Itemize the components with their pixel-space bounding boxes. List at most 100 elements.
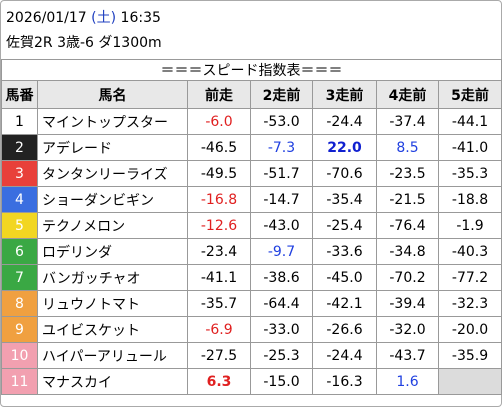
score: -35.9 [437, 342, 502, 369]
score: -6.0 [187, 108, 251, 135]
score: 6.3 [187, 368, 251, 395]
score: -38.6 [250, 264, 313, 291]
score: -23.4 [187, 238, 251, 265]
score: -76.4 [376, 212, 439, 239]
score: -43.7 [376, 342, 439, 369]
score: -49.5 [187, 160, 251, 187]
column-header: 馬名 [37, 80, 188, 109]
score: -33.6 [312, 238, 377, 265]
horse-name: テクノメロン [37, 212, 188, 239]
score: -39.4 [376, 290, 439, 317]
score: -14.7 [250, 186, 313, 213]
score: -35.7 [187, 290, 251, 317]
horse-number: 9 [1, 316, 38, 343]
score: -42.1 [312, 290, 377, 317]
horse-row: 1 マイントップスター -6.0 -53.0 -24.4 -37.4 -44.1 [1, 108, 502, 135]
score: -21.5 [376, 186, 439, 213]
horse-row: 10 ハイパーアリュール -27.5 -25.3 -24.4 -43.7 -35.9 [1, 342, 502, 369]
score: -41.1 [187, 264, 251, 291]
horse-number: 2 [1, 134, 38, 161]
horse-row: 9 ユイビスケット -6.9 -33.0 -26.6 -32.0 -20.0 [1, 316, 502, 343]
horse-row: 2 アデレード -46.5 -7.3 22.0 8.5 -41.0 [1, 134, 502, 161]
score: -77.2 [437, 264, 502, 291]
score: 22.0 [312, 134, 377, 161]
horse-row: 4 ショーダンビギン -16.8 -14.7 -35.4 -21.5 -18.8 [1, 186, 502, 213]
header-row: 馬番 馬名 前走 2走前 3走前 4走前 5走前 [1, 80, 502, 109]
weekday: (土) [91, 10, 117, 26]
score: -37.4 [376, 108, 439, 135]
score: -25.3 [250, 342, 313, 369]
column-header: 馬番 [1, 80, 38, 109]
score: -64.4 [250, 290, 313, 317]
horse-number: 10 [1, 342, 38, 369]
score: -32.0 [376, 316, 439, 343]
race-info: 佐賀2R 3歳-6 ダ1300m [6, 35, 162, 51]
score: -16.3 [312, 368, 377, 395]
score: -6.9 [187, 316, 251, 343]
score: -20.0 [437, 316, 502, 343]
horse-name: マイントップスター [37, 108, 188, 135]
score: -53.0 [250, 108, 313, 135]
score: -18.8 [437, 186, 502, 213]
column-header: 2走前 [250, 80, 313, 109]
score: -27.5 [187, 342, 251, 369]
score: -26.6 [312, 316, 377, 343]
column-header: 5走前 [437, 80, 502, 109]
score: -34.8 [376, 238, 439, 265]
score: -9.7 [250, 238, 313, 265]
horse-name: アデレード [37, 134, 188, 161]
horse-number: 8 [1, 290, 38, 317]
horse-row: 7 バンガッチャオ -41.1 -38.6 -45.0 -70.2 -77.2 [1, 264, 502, 291]
score: -35.4 [312, 186, 377, 213]
column-header: 前走 [187, 80, 251, 109]
score: -24.4 [312, 108, 377, 135]
horse-number: 11 [1, 368, 38, 395]
horse-name: マナスカイ [37, 368, 188, 395]
horse-row: 3 タンタンリーライズ -49.5 -51.7 -70.6 -23.5 -35.3 [1, 160, 502, 187]
speed-table: ＝＝＝スピード指数表＝＝＝ 馬番 馬名 前走 2走前 3走前 4走前 5走前 1 マイントップ… [0, 59, 502, 395]
score: -46.5 [187, 134, 251, 161]
score: -25.4 [312, 212, 377, 239]
score: -43.0 [250, 212, 313, 239]
score: 1.6 [376, 368, 439, 395]
score: -12.6 [187, 212, 251, 239]
score: -16.8 [187, 186, 251, 213]
horse-row: 6 ロデリンダ -23.4 -9.7 -33.6 -34.8 -40.3 [1, 238, 502, 265]
score: -15.0 [250, 368, 313, 395]
score: -40.3 [437, 238, 502, 265]
score: -24.4 [312, 342, 377, 369]
score: -45.0 [312, 264, 377, 291]
horse-name: ショーダンビギン [37, 186, 188, 213]
horse-number: 3 [1, 160, 38, 187]
column-header: 3走前 [312, 80, 377, 109]
horse-row: 11 マナスカイ 6.3 -15.0 -16.3 1.6 [1, 368, 502, 395]
score: -1.9 [437, 212, 502, 239]
horse-name: リュウノトマト [37, 290, 188, 317]
score: -51.7 [250, 160, 313, 187]
score: -7.3 [250, 134, 313, 161]
score: -33.0 [250, 316, 313, 343]
horse-name: バンガッチャオ [37, 264, 188, 291]
score: -23.5 [376, 160, 439, 187]
horse-number: 5 [1, 212, 38, 239]
horse-number: 1 [1, 108, 38, 135]
time: 16:35 [120, 10, 161, 26]
date: 2026/01/17 [6, 10, 87, 26]
horse-name: ハイパーアリュール [37, 342, 188, 369]
score: -70.6 [312, 160, 377, 187]
empty-cell [437, 368, 502, 395]
horse-row: 8 リュウノトマト -35.7 -64.4 -42.1 -39.4 -32.3 [1, 290, 502, 317]
horse-number: 4 [1, 186, 38, 213]
horse-name: ユイビスケット [37, 316, 188, 343]
horse-name: タンタンリーライズ [37, 160, 188, 187]
score: -44.1 [437, 108, 502, 135]
score: -35.3 [437, 160, 502, 187]
score: -32.3 [437, 290, 502, 317]
horse-row: 5 テクノメロン -12.6 -43.0 -25.4 -76.4 -1.9 [1, 212, 502, 239]
horse-number: 7 [1, 264, 38, 291]
date-line: 2026/01/17 (土) 16:35 [6, 7, 161, 27]
horse-name: ロデリンダ [37, 238, 188, 265]
score: -70.2 [376, 264, 439, 291]
score: -41.0 [437, 134, 502, 161]
